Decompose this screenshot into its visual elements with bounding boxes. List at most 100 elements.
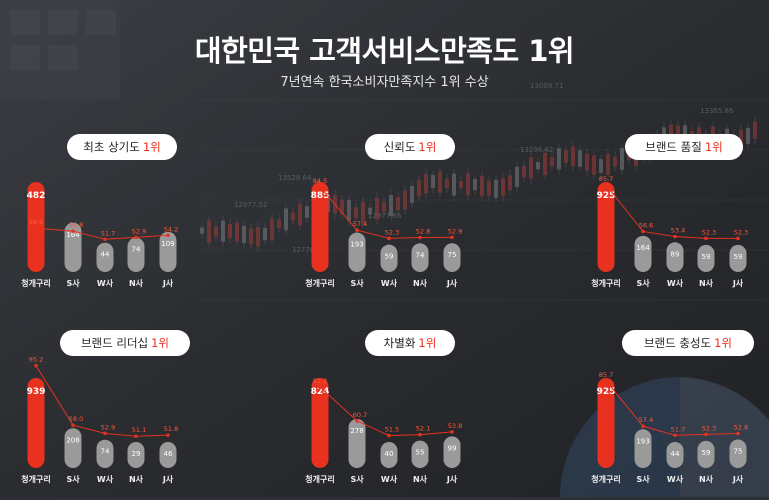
category-tick-label: N사 xyxy=(413,474,428,484)
line-point xyxy=(387,236,391,241)
chart-title-pill: 브랜드 품질 1위 xyxy=(625,134,743,160)
page-title: 대한민국 고객서비스만족도 1위 xyxy=(194,34,575,68)
bar-value-label: 29 xyxy=(132,450,141,458)
category-tick-label: N사 xyxy=(699,474,714,484)
background-number-label: 12977.86 xyxy=(368,212,402,220)
chart-panel: 브랜드 충성도 1위 925 청개구리 193 S사 44 W사 59 N사 75 J사 85.7 57.… xyxy=(591,330,754,500)
line-value-label: 56.6 xyxy=(639,221,653,229)
line-point xyxy=(673,234,677,239)
background-candle xyxy=(284,208,288,231)
chart-rank-label: 1위 xyxy=(151,336,170,350)
background-candle xyxy=(438,171,442,193)
background-candle xyxy=(669,124,673,143)
line-value-label: 53.4 xyxy=(671,227,685,235)
background-number-label: 12776.45 xyxy=(292,246,325,254)
background-candle xyxy=(473,178,477,191)
bar-value-label: 925 xyxy=(597,191,616,201)
bar-value-label: 885 xyxy=(311,191,330,201)
category-tick-label: 청개구리 xyxy=(305,278,334,288)
background-candle xyxy=(508,175,512,191)
line-point xyxy=(641,424,645,428)
line-point xyxy=(166,433,170,437)
chart-title: 신뢰도 xyxy=(383,140,416,154)
bar-value-label: 74 xyxy=(101,448,110,456)
bar-value-label: 59 xyxy=(702,253,711,261)
chart-panel: 최초 상기도 1위 482 청개구리 164 S사 44 W사 74 N사 109 J사 58.6 56.… xyxy=(21,134,178,304)
line-point xyxy=(673,433,677,438)
background-candle xyxy=(389,195,393,217)
line-value-label: 58.6 xyxy=(29,218,43,226)
line-point xyxy=(318,185,322,189)
category-tick-label: S사 xyxy=(350,474,364,484)
bar-value-label: 939 xyxy=(27,387,46,397)
background-candle xyxy=(585,153,589,171)
background-candle xyxy=(676,125,680,142)
bar xyxy=(443,436,461,468)
bar-value-label: 40 xyxy=(385,450,394,458)
bar-line-chart: 482 청개구리 164 S사 44 W사 74 N사 109 J사 58.6 56.8 51.7 52.… xyxy=(21,182,178,288)
background-candle xyxy=(459,181,463,189)
category-tick-label: 청개구리 xyxy=(591,278,620,288)
line-point xyxy=(34,363,38,368)
background-candle xyxy=(221,220,225,242)
line-value-label: 51.5 xyxy=(385,426,399,434)
bar xyxy=(96,242,114,272)
category-tick-label: 청개구리 xyxy=(591,474,620,484)
line-point xyxy=(355,228,359,232)
line-point xyxy=(736,236,740,241)
bar-line-chart: 824 청개구리 278 S사 40 W사 55 N사 99 J사 81.8 60.7 51.5 52.1… xyxy=(305,377,462,484)
line-value-label: 51.8 xyxy=(164,425,178,433)
background-number-label: 13008.71 xyxy=(530,82,563,90)
background-candle xyxy=(214,226,218,237)
bar xyxy=(729,439,747,468)
background-candle xyxy=(536,162,540,170)
chart-title-pill: 차별화 1위 xyxy=(365,330,455,356)
line-value-label: 52.3 xyxy=(734,228,748,236)
chart-rank-label: 1위 xyxy=(418,140,437,154)
background-candle xyxy=(354,207,358,219)
bar-highlight xyxy=(27,378,45,468)
background-candle xyxy=(249,228,253,245)
category-tick-label: J사 xyxy=(732,278,744,288)
bar-value-label: 193 xyxy=(350,241,363,249)
bar xyxy=(380,442,398,468)
background-candle xyxy=(452,173,456,196)
line-point xyxy=(418,432,422,437)
category-tick-label: J사 xyxy=(162,278,174,288)
bar xyxy=(634,235,652,272)
category-tick-label: S사 xyxy=(350,278,364,288)
category-tick-label: W사 xyxy=(97,278,114,288)
bar-line-chart: 939 청개구리 208 S사 74 W사 29 N사 46 J사 95.2 58.0 52.9 51.1… xyxy=(21,356,178,484)
background-candle xyxy=(382,202,386,212)
background-candle xyxy=(235,222,239,242)
background-candle xyxy=(410,186,414,203)
chart-rank-label: 1위 xyxy=(142,140,161,154)
bar-value-label: 46 xyxy=(164,450,173,458)
bar xyxy=(159,231,177,272)
bar-value-label: 278 xyxy=(350,427,363,435)
chart-title-pill: 신뢰도 1위 xyxy=(365,134,455,160)
background-candle xyxy=(270,218,274,241)
bar xyxy=(666,442,684,468)
bar-value-label: 59 xyxy=(385,253,394,261)
chart-title: 브랜드 품질 xyxy=(645,140,702,154)
bar xyxy=(443,243,461,272)
background-candle xyxy=(291,212,295,221)
category-tick-label: W사 xyxy=(381,278,398,288)
bar-value-label: 55 xyxy=(416,449,425,457)
line-point xyxy=(71,229,75,233)
background-candle xyxy=(620,147,624,170)
line-value-label: 51.1 xyxy=(132,426,146,434)
line-value-label: 52.3 xyxy=(702,424,716,432)
category-tick-label: N사 xyxy=(129,278,144,288)
line-point xyxy=(34,226,38,231)
line-point xyxy=(418,235,422,240)
category-tick-label: S사 xyxy=(66,474,80,484)
bar-value-label: 99 xyxy=(448,444,457,452)
bar xyxy=(634,429,652,468)
chart-title-pill: 최초 상기도 1위 xyxy=(67,134,177,160)
bar xyxy=(96,439,114,468)
background-candle xyxy=(256,226,260,247)
background-candle xyxy=(445,178,449,189)
background-candle xyxy=(340,199,344,215)
